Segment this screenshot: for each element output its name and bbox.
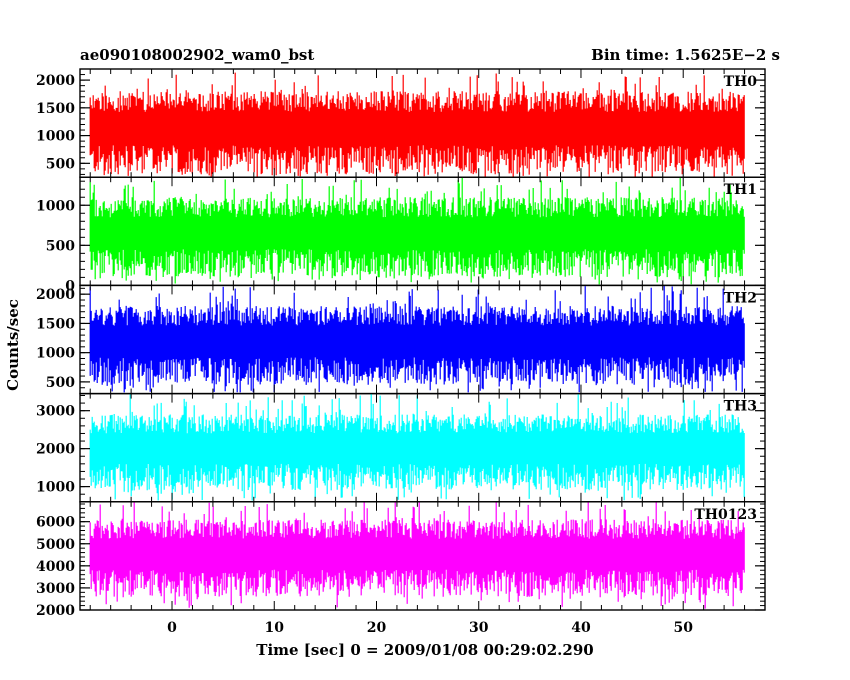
panel-th0123: 2000 3000 4000 5000 6000 TH0123 (36, 501, 766, 619)
x-tick-label: 40 (571, 620, 591, 636)
y-tick-label: 2000 (36, 287, 75, 303)
y-tick-label: 0 (65, 278, 75, 294)
x-tick-label: 0 (167, 620, 177, 636)
panel-label: TH1 (724, 182, 757, 198)
y-tick-label: 2000 (36, 442, 75, 458)
x-tick-label: 50 (673, 620, 693, 636)
panel-label: TH0123 (694, 507, 757, 523)
panel-label: TH0 (724, 74, 758, 90)
x-tick-label: 10 (265, 620, 285, 636)
panel-th1: 0 500 1000 TH1 (36, 176, 766, 294)
panel-label: TH2 (724, 290, 757, 306)
x-axis-label: Time [sec] 0 = 2009/01/08 00:29:02.290 (256, 641, 593, 659)
y-tick-label: 500 (46, 238, 75, 254)
bin-time-label: Bin time: 1.5625E−2 s (591, 46, 780, 64)
panel-th2: 500 1000 1500 2000 TH2 (36, 284, 766, 395)
chart-title: ae090108002902_wam0_bst (80, 46, 314, 64)
panel-th0: 500 1000 1500 2000 TH0 (36, 68, 766, 178)
x-tick-label: 20 (367, 620, 387, 636)
y-tick-label: 2000 (36, 603, 75, 619)
y-tick-label: 3000 (36, 404, 75, 420)
series-th3 (89, 393, 745, 501)
series-th2 (89, 285, 745, 393)
y-tick-label: 500 (46, 156, 75, 172)
panel-th3: 1000 2000 3000 TH3 (36, 392, 766, 503)
panel-label: TH3 (724, 399, 757, 415)
y-tick-label: 1000 (36, 129, 75, 145)
y-tick-label: 4000 (36, 559, 75, 575)
y-axis-label: Counts/sec (4, 299, 22, 391)
x-tick-label: 30 (469, 620, 489, 636)
y-tick-label: 2000 (36, 73, 75, 89)
y-tick-label: 1500 (36, 101, 75, 117)
series-th0123 (89, 501, 745, 609)
y-tick-label: 5000 (36, 537, 75, 553)
y-tick-label: 6000 (36, 515, 75, 531)
x-tick-labels: 0 10 20 30 40 50 (167, 620, 693, 636)
y-tick-label: 1000 (36, 480, 75, 496)
y-tick-label: 1000 (36, 198, 75, 214)
y-tick-label: 500 (46, 375, 75, 391)
y-tick-label: 1000 (36, 346, 75, 362)
y-tick-label: 1500 (36, 316, 75, 332)
series-th1 (89, 177, 745, 285)
y-tick-label: 3000 (36, 581, 75, 597)
series-th0 (89, 72, 745, 177)
panel-frame (79, 501, 766, 611)
